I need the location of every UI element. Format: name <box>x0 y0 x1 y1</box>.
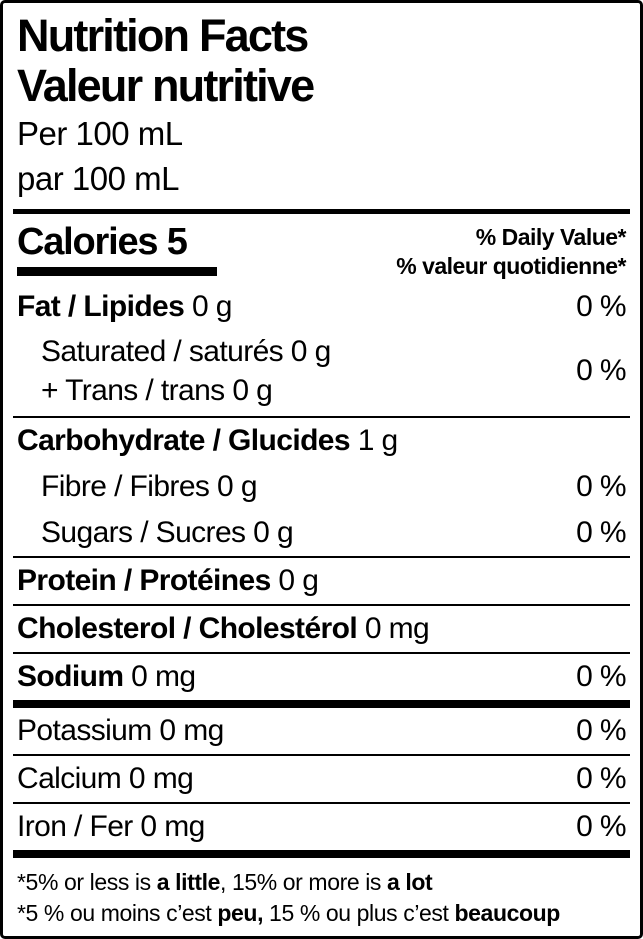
row-label: Protein / Protéines 0 g <box>17 564 319 597</box>
daily-value-header: % Daily Value* % valeur quotidienne* <box>396 221 626 281</box>
header-divider <box>13 209 630 214</box>
serving-size-en: Per 100 mL <box>17 115 183 152</box>
divider <box>13 416 630 418</box>
row-sodium: Sodium 0 mg 0 % <box>13 654 630 700</box>
daily-value-header-fr: % valeur quotidienne* <box>396 253 626 279</box>
row-label: Fat / Lipides 0 g <box>17 290 232 323</box>
saturated-line: Saturated / saturés 0 g <box>41 335 331 368</box>
divider <box>13 652 630 654</box>
calories-block: Calories 5 <box>17 221 217 276</box>
row-label: Potassium 0 mg <box>17 714 224 747</box>
row-calcium: Calcium 0 mg 0 % <box>13 756 630 802</box>
trans-line: + Trans / trans 0 g <box>41 374 273 407</box>
row-label: Iron / Fer 0 mg <box>17 810 205 843</box>
calories-value: Calories 5 <box>17 221 188 263</box>
row-label: Sodium 0 mg <box>17 660 196 693</box>
row-label: Sugars / Sucres 0 g <box>41 516 294 549</box>
calories-underline <box>17 267 217 276</box>
row-potassium: Potassium 0 mg 0 % <box>13 708 630 754</box>
row-dv: 0 % <box>576 470 627 503</box>
row-sugars: Sugars / Sucres 0 g 0 % <box>13 510 630 556</box>
row-iron: Iron / Fer 0 mg 0 % <box>13 804 630 850</box>
row-dv: 0 % <box>576 290 627 323</box>
row-protein: Protein / Protéines 0 g <box>13 558 630 604</box>
divider-thick <box>13 850 630 858</box>
row-dv: 0 % <box>576 660 627 693</box>
row-label: Cholesterol / Cholestérol 0 mg <box>17 612 430 645</box>
calories-section: Calories 5 % Daily Value* % valeur quoti… <box>13 214 630 284</box>
row-carbohydrate: Carbohydrate / Glucides 1 g <box>13 418 630 464</box>
row-cholesterol: Cholesterol / Cholestérol 0 mg <box>13 606 630 652</box>
row-fat: Fat / Lipides 0 g 0 % <box>13 284 630 330</box>
row-label: Carbohydrate / Glucides 1 g <box>17 424 398 457</box>
row-dv: 0 % <box>576 810 627 843</box>
divider <box>13 604 630 606</box>
row-fibre: Fibre / Fibres 0 g 0 % <box>13 464 630 510</box>
title-fr: Valeur nutritive <box>17 60 315 111</box>
serving-size-fr: par 100 mL <box>17 160 179 197</box>
row-dv: 0 % <box>576 714 627 747</box>
divider <box>13 556 630 558</box>
row-dv: 0 % <box>576 762 627 795</box>
row-dv: 0 % <box>576 516 627 549</box>
divider <box>13 802 630 804</box>
divider <box>13 754 630 756</box>
saturated-trans-lines: Saturated / saturés 0 g + Trans / trans … <box>17 332 331 410</box>
row-dv: 0 % <box>576 354 627 387</box>
title-en: Nutrition Facts <box>17 10 309 61</box>
label-header: Nutrition Facts Valeur nutritive Per 100… <box>13 3 630 209</box>
row-label: Calcium 0 mg <box>17 762 194 795</box>
footnote-fr: *5 % ou moins c’est peu, 15 % ou plus c’… <box>17 900 560 926</box>
daily-value-header-en: % Daily Value* <box>475 224 627 250</box>
divider-thick <box>13 700 630 708</box>
footnote-en: *5% or less is a little, 15% or more is … <box>17 869 433 895</box>
row-saturated-trans: Saturated / saturés 0 g + Trans / trans … <box>13 330 630 416</box>
row-label: Fibre / Fibres 0 g <box>41 470 258 503</box>
footnotes: *5% or less is a little, 15% or more is … <box>13 858 630 929</box>
